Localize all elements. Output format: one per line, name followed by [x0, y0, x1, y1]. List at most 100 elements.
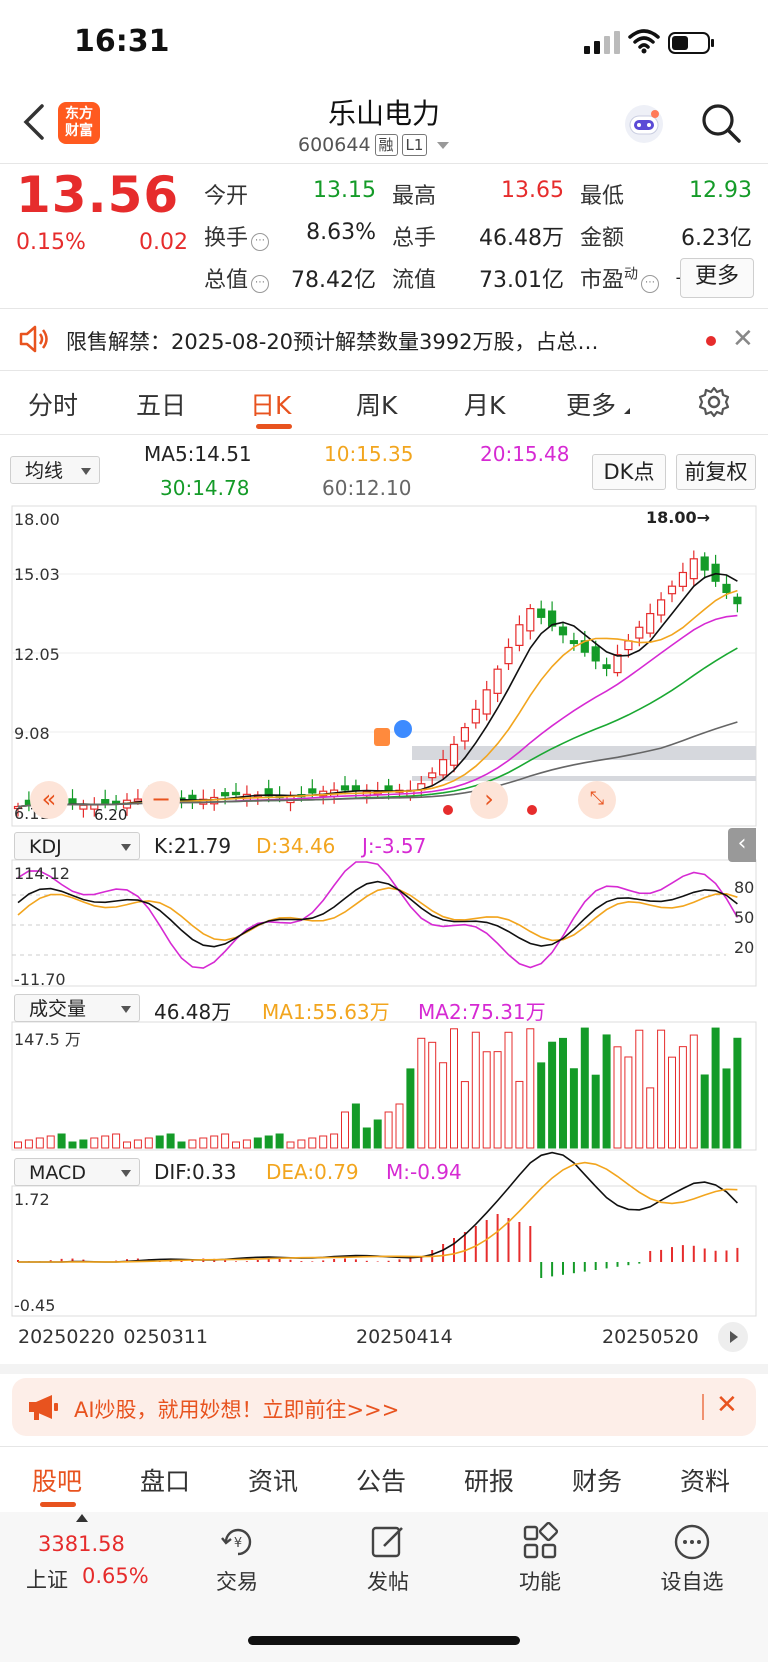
tab-1[interactable]: 五日: [136, 391, 187, 420]
quote-value: 13.65: [501, 178, 564, 203]
apps-icon[interactable]: [520, 1522, 560, 1562]
search-icon[interactable]: [700, 102, 742, 144]
bottom-tab-5[interactable]: 财务: [572, 1467, 623, 1496]
volume-value: 46.48万: [154, 1000, 232, 1024]
info-icon[interactable]: ⋯: [251, 233, 270, 251]
kdj-axis-50: 50: [734, 908, 755, 927]
quote-label: 总值 ⋯: [204, 262, 270, 294]
candle-body: [711, 563, 720, 582]
info-icon[interactable]: ⋯: [641, 275, 660, 293]
volume-bar: [46, 1135, 55, 1149]
notice-close-icon[interactable]: ✕: [732, 324, 754, 354]
ma20-value: 20:15.48: [480, 442, 570, 466]
settings-gear-icon[interactable]: [698, 386, 730, 418]
tab-4[interactable]: 月K: [464, 391, 506, 420]
volume-axis-top: 147.5 万: [14, 1030, 81, 1049]
panel-frame: [11, 859, 757, 987]
scroll-right-button[interactable]: ›: [470, 781, 508, 819]
index-name[interactable]: 上证: [26, 1568, 68, 1592]
ai-assistant-icon[interactable]: [622, 102, 666, 146]
tab-5[interactable]: 更多: [566, 386, 631, 422]
adjust-price-button[interactable]: 前复权: [676, 454, 756, 490]
panel-frame: [11, 1185, 757, 1317]
macd-axis-bottom: -0.45: [14, 1296, 56, 1315]
candle-body: [231, 791, 241, 796]
tab-0[interactable]: 分时: [28, 391, 79, 420]
quote-value: 12.93: [689, 178, 752, 203]
volume-bar: [668, 1056, 676, 1149]
date-label-1: 20250220: [18, 1326, 115, 1348]
volume-bar: [112, 1133, 121, 1149]
volume-bar: [319, 1135, 328, 1149]
price-axis-label-top: 18.00: [14, 510, 60, 529]
volume-bar: [548, 1041, 557, 1149]
volume-bar: [90, 1137, 99, 1149]
candle-body: [733, 596, 742, 605]
ai-promo-text[interactable]: AI炒股，就用妙想！立即前往>>>: [74, 1398, 400, 1422]
volume-bar: [123, 1141, 131, 1149]
kdj-selector[interactable]: KDJ: [14, 832, 140, 860]
volume-bar: [580, 1027, 589, 1149]
candle-body: [221, 792, 230, 797]
candle-body: [591, 646, 600, 662]
volume-ma2-value: MA2:75.31万: [418, 1000, 546, 1024]
bottom-tab-3[interactable]: 公告: [356, 1467, 407, 1496]
post-icon[interactable]: [368, 1522, 408, 1562]
zoom-out-button[interactable]: −: [142, 781, 180, 819]
dk-point-button[interactable]: DK点: [592, 454, 666, 490]
quote-label: 最低: [580, 184, 625, 209]
bottom-tab-1[interactable]: 盘口: [140, 1467, 191, 1496]
info-icon[interactable]: ⋯: [251, 275, 270, 293]
signal-dot: [527, 805, 537, 815]
expand-up-icon[interactable]: [76, 1514, 88, 1522]
macd-dea-value: DEA:0.79: [266, 1160, 359, 1184]
next-page-button[interactable]: [718, 1322, 748, 1352]
nav-apps-label[interactable]: 功能: [519, 1570, 561, 1594]
svg-text:¥: ¥: [234, 1536, 242, 1551]
ai-banner-close-icon[interactable]: ✕: [716, 1390, 738, 1420]
bottom-tab-2[interactable]: 资讯: [248, 1467, 299, 1496]
volume-bar: [101, 1135, 110, 1149]
tab-3[interactable]: 周K: [356, 391, 398, 420]
more-quote-button[interactable]: 更多: [680, 258, 754, 298]
bottom-tab-4[interactable]: 研报: [464, 1467, 515, 1496]
corner-caret-icon: [619, 408, 631, 414]
candle-body: [537, 608, 546, 618]
tab-2[interactable]: 日K: [250, 391, 292, 420]
nav-post-label[interactable]: 发帖: [367, 1570, 409, 1594]
back-arrow-icon[interactable]: [20, 100, 48, 144]
ma-selector[interactable]: 均线: [10, 456, 100, 484]
trade-icon[interactable]: ¥: [218, 1522, 258, 1562]
nav-watchlist-label[interactable]: 设自选: [660, 1570, 724, 1594]
stock-code-row[interactable]: 600644 融 L1: [298, 134, 450, 156]
quote-label: 总手: [392, 226, 437, 251]
macd-selector[interactable]: MACD: [14, 1158, 140, 1186]
kdj-axis-top: 114.12: [14, 864, 70, 883]
quote-label: 市盈动 ⋯: [580, 262, 660, 294]
candle-body: [689, 558, 698, 580]
candle-body: [482, 689, 491, 715]
bottom-tab-6[interactable]: 资料: [680, 1467, 731, 1496]
index-change[interactable]: 0.65%: [82, 1564, 149, 1588]
watchlist-icon[interactable]: [672, 1522, 712, 1562]
bottom-tab-0[interactable]: 股吧: [32, 1467, 83, 1496]
volume-bar: [297, 1139, 306, 1149]
ma60-line: [17, 721, 738, 808]
date-label-2: 20250311: [124, 1326, 208, 1348]
collapse-panel-button[interactable]: ‹: [728, 828, 756, 862]
stock-code: 600644: [298, 134, 371, 156]
fullscreen-button[interactable]: ⤡: [578, 781, 616, 819]
unlock-notice-text[interactable]: 限售解禁：2025-08-20预计解禁数量3992万股，占总…: [66, 330, 599, 354]
ai-promo-banner[interactable]: [12, 1378, 756, 1436]
volume-selector[interactable]: 成交量: [14, 994, 140, 1022]
volume-bar: [602, 1034, 611, 1149]
index-value[interactable]: 3381.58: [38, 1532, 125, 1556]
volume-bar: [68, 1141, 77, 1149]
candle-body: [101, 799, 110, 805]
volume-bar: [678, 1046, 687, 1149]
scroll-left-button[interactable]: «: [30, 781, 68, 819]
nav-trade-label[interactable]: 交易: [216, 1570, 258, 1594]
speaker-icon: [19, 325, 48, 353]
max-price-marker: 18.00→: [646, 508, 711, 527]
